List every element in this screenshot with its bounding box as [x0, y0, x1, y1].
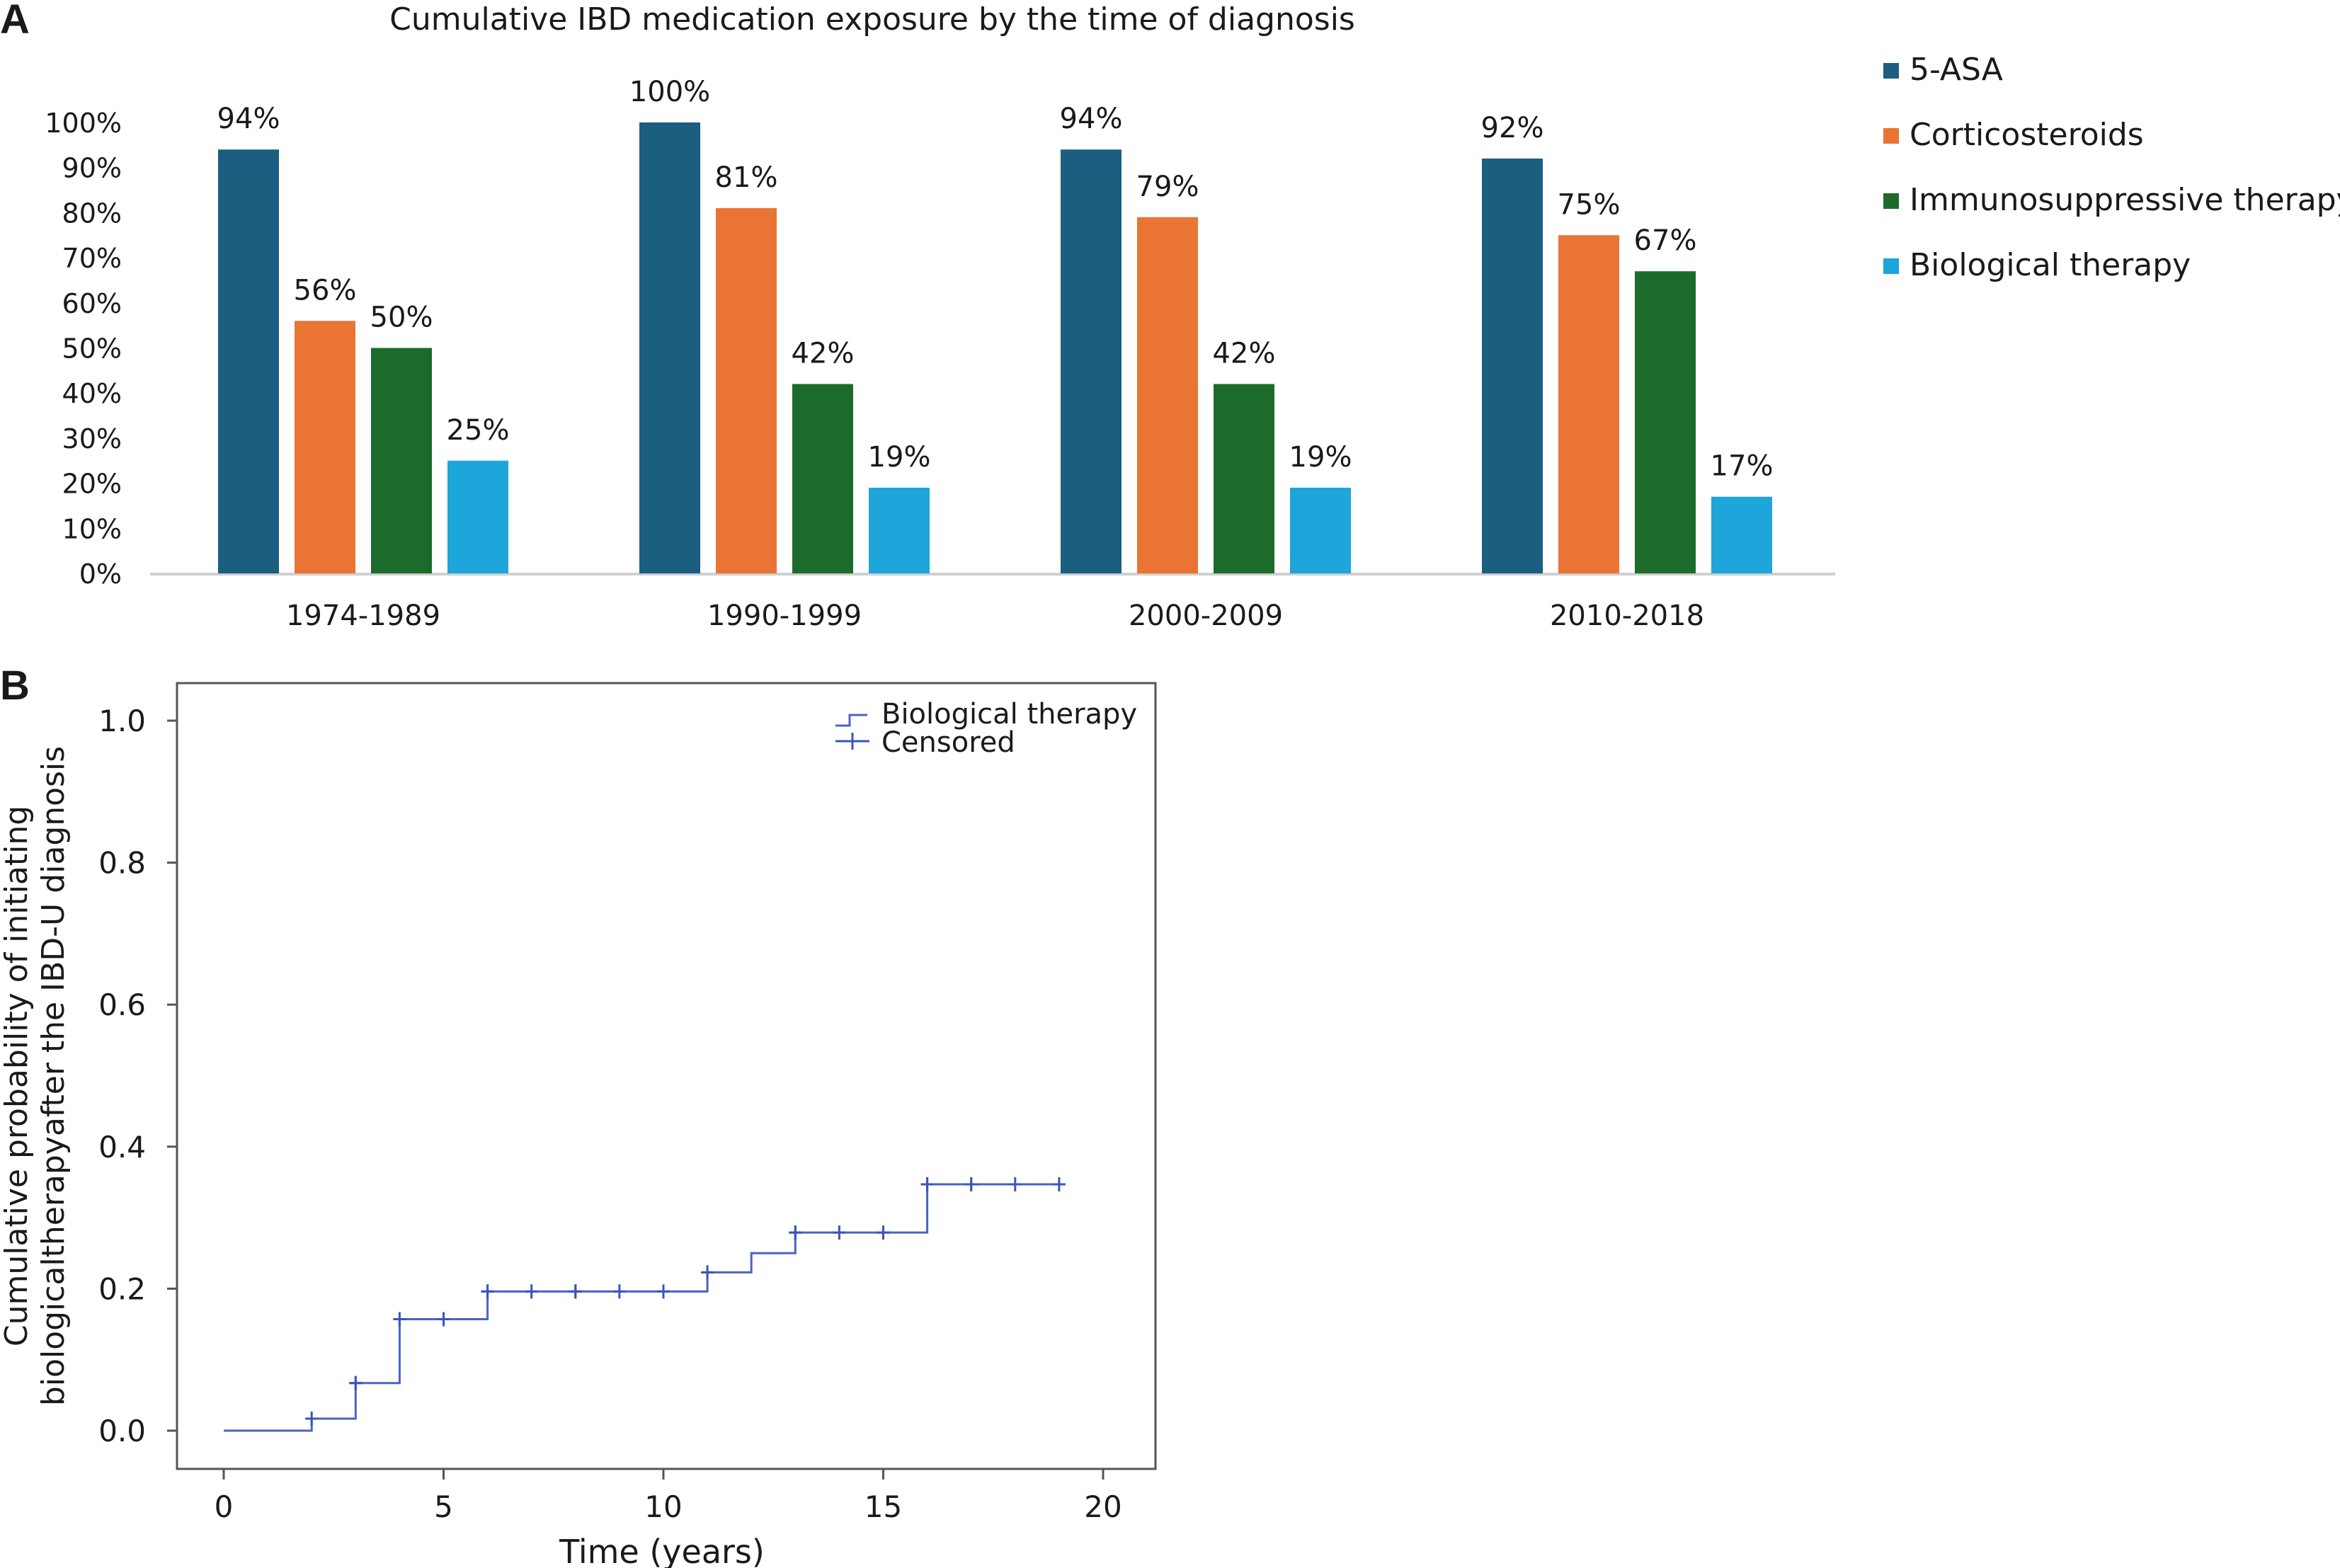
bar-data-label: 19%	[1289, 441, 1352, 474]
censor-mark	[1052, 1177, 1066, 1191]
bar-data-label: 79%	[1136, 171, 1199, 203]
bar-5-asa-1974-1989	[218, 149, 279, 574]
y-tick-label: 60%	[62, 288, 122, 319]
legend-censor-symbol	[835, 733, 869, 750]
bar-data-label: 94%	[217, 103, 280, 135]
km-x-axis-label: Time (years)	[559, 1533, 765, 1568]
censor-mark	[1008, 1177, 1022, 1191]
y-axis-label-line: biologicaltherapyafter the IBD-U diagnos…	[35, 746, 72, 1406]
censor-mark	[437, 1312, 450, 1327]
censor-mark	[525, 1284, 538, 1299]
y-tick-label: 20%	[62, 469, 122, 500]
legend-swatch	[1883, 258, 1899, 274]
y-tick-label: 1.0	[98, 704, 146, 738]
x-tick-label: 15	[864, 1489, 902, 1524]
km-plot-frame	[176, 682, 1157, 1470]
legend-entry: Biological therapy	[881, 698, 1137, 731]
km-step-line	[224, 1183, 1059, 1432]
bar-immunosuppressive-therapy-1990-1999	[792, 384, 853, 573]
bar-data-label: 17%	[1711, 450, 1774, 483]
x-tick-label: 20	[1084, 1489, 1122, 1524]
bar-data-label: 94%	[1060, 103, 1123, 135]
bar-corticosteroids-1990-1999	[716, 208, 777, 573]
bar-5-asa-2000-2009	[1061, 149, 1122, 574]
censor-mark	[964, 1177, 978, 1191]
bar-data-label: 81%	[715, 161, 778, 194]
legend-entry: Immunosuppressive therapy	[1910, 182, 2340, 218]
y-axis-label-line: Cumulative probability of initiating	[0, 806, 35, 1346]
censor-mark	[305, 1411, 319, 1426]
bar-data-label: 25%	[447, 414, 510, 447]
x-tick-label: 10	[644, 1489, 682, 1524]
censor-mark	[701, 1265, 714, 1280]
y-tick-label: 10%	[62, 513, 122, 544]
category-label: 2000-2009	[1129, 600, 1283, 632]
legend-swatch	[1883, 193, 1899, 209]
bar-corticosteroids-1974-1989	[295, 321, 355, 573]
x-tick-label: 0	[215, 1489, 234, 1524]
bar-biological-therapy-1974-1989	[447, 460, 508, 573]
bar-data-label: 50%	[370, 302, 433, 334]
y-tick-label: 100%	[45, 108, 122, 139]
censor-mark	[612, 1284, 626, 1299]
censor-mark	[569, 1284, 582, 1299]
legend-entry: Biological therapy	[1910, 247, 2191, 283]
category-label: 1974-1989	[286, 600, 440, 632]
y-tick-label: 0.4	[98, 1130, 146, 1164]
bar-biological-therapy-2010-2018	[1711, 496, 1772, 573]
chart-a-title: Cumulative IBD medication exposure by th…	[389, 1, 1355, 38]
y-tick-label: 0.2	[98, 1271, 146, 1306]
bar-immunosuppressive-therapy-1974-1989	[371, 348, 432, 573]
bar-data-label: 100%	[629, 76, 710, 108]
legend-entry: Censored	[881, 726, 1015, 759]
category-label: 1990-1999	[707, 600, 862, 632]
bar-chart-medication-exposure: Cumulative IBD medication exposure by th…	[45, 1, 2340, 632]
y-tick-label: 90%	[62, 153, 122, 184]
bar-corticosteroids-2010-2018	[1558, 235, 1619, 573]
bar-corticosteroids-2000-2009	[1137, 217, 1198, 573]
bar-data-label: 67%	[1634, 224, 1697, 257]
y-tick-label: 0.0	[98, 1414, 146, 1448]
panel-a-label: A	[0, 0, 30, 42]
legend-entry: 5-ASA	[1910, 52, 2003, 88]
bar-data-label: 19%	[868, 441, 931, 474]
y-tick-label: 0.6	[98, 988, 146, 1022]
y-tick-label: 30%	[62, 423, 122, 454]
y-tick-label: 80%	[62, 198, 122, 229]
legend-swatch	[1883, 63, 1899, 79]
y-tick-label: 0%	[79, 559, 122, 590]
y-tick-label: 0.8	[98, 846, 146, 881]
bar-data-label: 56%	[294, 274, 357, 307]
panel-b-label: B	[0, 663, 30, 709]
y-tick-label: 40%	[62, 378, 122, 409]
bar-immunosuppressive-therapy-2010-2018	[1635, 271, 1696, 573]
bar-data-label: 75%	[1558, 188, 1621, 221]
legend-swatch	[1883, 128, 1899, 144]
y-tick-label: 50%	[62, 333, 122, 365]
censor-mark	[789, 1225, 802, 1240]
censor-mark	[349, 1375, 363, 1390]
x-tick-label: 5	[434, 1489, 453, 1524]
censor-mark	[877, 1225, 890, 1240]
y-tick-label: 70%	[62, 243, 122, 274]
censor-mark	[833, 1225, 846, 1240]
bar-data-label: 42%	[792, 337, 855, 370]
censor-mark	[657, 1284, 670, 1299]
bar-data-label: 92%	[1481, 112, 1544, 144]
censor-mark	[481, 1284, 494, 1299]
category-label: 2010-2018	[1550, 600, 1704, 632]
bar-5-asa-1990-1999	[639, 122, 700, 573]
bar-biological-therapy-1990-1999	[869, 487, 930, 573]
censor-mark	[920, 1177, 934, 1191]
bar-biological-therapy-2000-2009	[1290, 487, 1351, 573]
censor-mark	[393, 1312, 406, 1327]
legend-entry: Corticosteroids	[1910, 117, 2144, 153]
bar-5-asa-2010-2018	[1482, 158, 1543, 573]
bar-data-label: 42%	[1213, 337, 1276, 370]
legend-step-symbol	[835, 714, 867, 727]
bar-immunosuppressive-therapy-2000-2009	[1214, 384, 1274, 573]
